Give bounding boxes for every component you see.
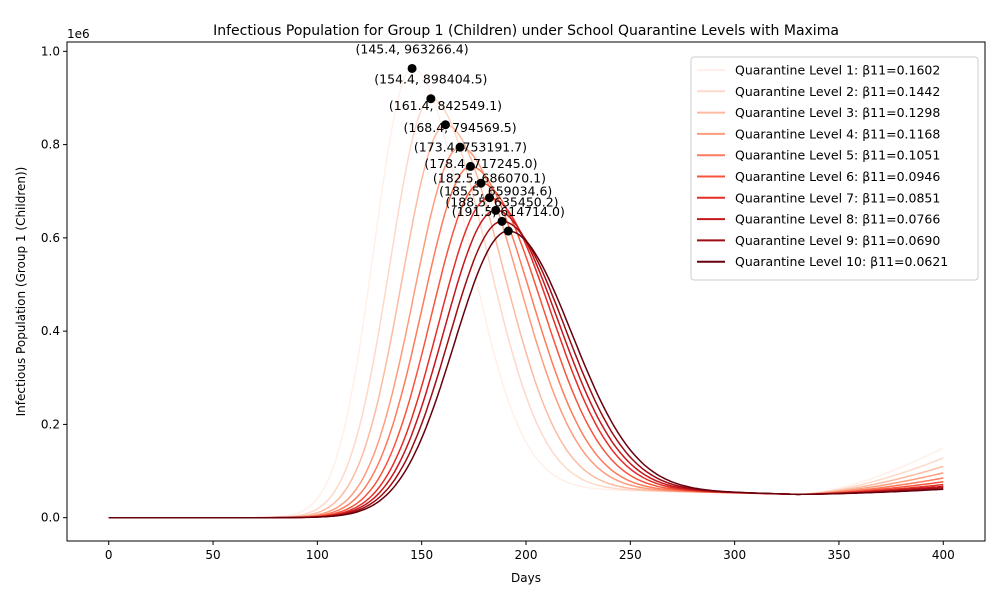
- x-tick-label: 150: [410, 548, 433, 562]
- legend-label: Quarantine Level 3: β11=0.1298: [735, 105, 940, 120]
- plot-lines: [108, 67, 944, 519]
- peak-marker: [407, 63, 417, 73]
- peak-marker: [484, 193, 494, 203]
- y-tick-label: 0.6: [41, 231, 60, 245]
- y-axis-ticks: 0.0 0.2 0.4 0.6 0.8 1.0: [41, 44, 67, 525]
- legend: Quarantine Level 1: β11=0.1602 Quarantine…: [690, 56, 979, 281]
- series-line-10: [108, 230, 944, 519]
- legend-label: Quarantine Level 7: β11=0.0851: [735, 190, 940, 205]
- peak-annotation: (191.5, 614714.0): [452, 204, 565, 219]
- x-axis-label: Days: [511, 571, 541, 585]
- peak-marker: [497, 216, 507, 226]
- y-tick-label: 0.0: [41, 511, 60, 525]
- x-tick-label: 350: [828, 548, 851, 562]
- x-tick-label: 300: [723, 548, 746, 562]
- peak-marker: [476, 178, 486, 188]
- legend-label: Quarantine Level 4: β11=0.1168: [735, 126, 940, 141]
- peak-marker: [440, 120, 450, 130]
- peak-markers: [407, 63, 513, 236]
- peak-annotation: (168.4, 794569.5): [404, 120, 517, 135]
- x-tick-label: 100: [306, 548, 329, 562]
- legend-label: Quarantine Level 8: β11=0.0766: [735, 212, 940, 227]
- y-tick-label: 1.0: [41, 44, 60, 58]
- legend-label: Quarantine Level 1: β11=0.1602: [735, 63, 940, 78]
- peak-annotation: (178.4, 717245.0): [424, 156, 537, 171]
- x-tick-label: 200: [515, 548, 538, 562]
- chart-title: Infectious Population for Group 1 (Child…: [213, 23, 839, 39]
- y-axis-label: Infectious Population (Group 1 (Children…: [14, 167, 28, 417]
- y-axis-offset-label: 1e6: [67, 27, 90, 41]
- legend-label: Quarantine Level 6: β11=0.0946: [735, 169, 940, 184]
- peak-annotation: (173.4, 753191.7): [414, 139, 527, 154]
- y-tick-label: 0.4: [41, 324, 60, 338]
- legend-label: Quarantine Level 9: β11=0.0690: [735, 233, 940, 248]
- legend-label: Quarantine Level 2: β11=0.1442: [735, 84, 940, 99]
- legend-label: Quarantine Level 10: β11=0.0621: [735, 254, 948, 269]
- x-tick-label: 250: [619, 548, 642, 562]
- peak-annotation: (182.5, 686070.1): [433, 171, 546, 186]
- peak-annotation: (161.4, 842549.1): [389, 98, 502, 113]
- peak-marker: [426, 94, 436, 104]
- x-tick-label: 400: [932, 548, 955, 562]
- peak-annotation: (145.4, 963266.4): [356, 41, 469, 56]
- peak-annotation: (188.5, 635450.2): [445, 194, 558, 209]
- y-tick-label: 0.8: [41, 138, 60, 152]
- x-tick-label: 0: [105, 548, 113, 562]
- peak-marker: [466, 161, 476, 171]
- peak-marker: [503, 226, 513, 236]
- peak-annotation: (185.5, 659034.6): [439, 183, 552, 198]
- legend-box: [690, 56, 979, 281]
- peak-marker: [491, 205, 501, 215]
- peak-annotations: (145.4, 963266.4) (154.4, 898404.5) (161.4…: [356, 41, 565, 219]
- peak-marker: [455, 142, 465, 152]
- y-tick-label: 0.2: [41, 417, 60, 431]
- legend-label: Quarantine Level 5: β11=0.1051: [735, 148, 940, 163]
- peak-annotation: (154.4, 898404.5): [374, 72, 487, 87]
- x-tick-label: 50: [205, 548, 220, 562]
- x-axis-ticks: 0 50 100 150 200 250 300 350 400: [105, 541, 955, 562]
